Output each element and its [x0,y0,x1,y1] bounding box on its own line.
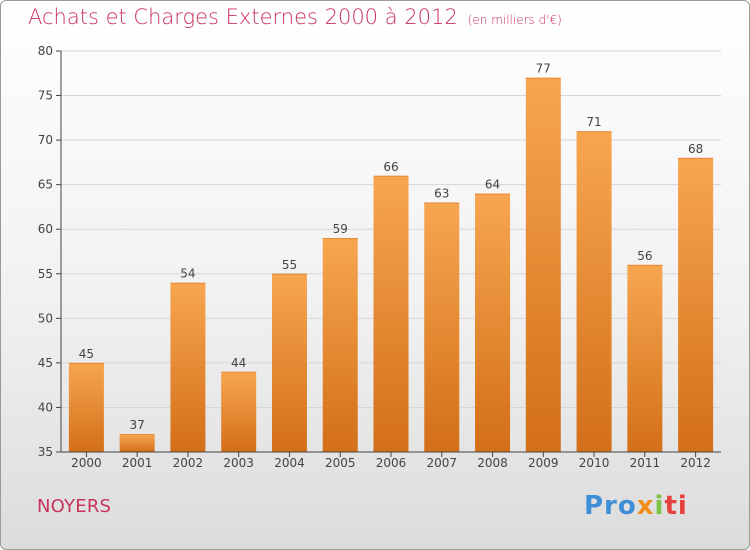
data-label: 56 [637,249,652,263]
y-tick-label: 45 [38,356,53,370]
logo-part-2: x [636,491,655,521]
data-label: 77 [536,62,551,76]
title-text: Achats et Charges Externes 2000 à 2012 [28,5,458,29]
bar [424,202,460,452]
data-label: 71 [586,115,601,129]
y-tick-label: 40 [38,400,53,414]
bar [271,273,307,452]
x-tick-label: 2002 [173,456,204,470]
data-label: 66 [383,160,398,174]
bar [322,238,358,452]
chart-title: Achats et Charges Externes 2000 à 2012 (e… [28,5,562,29]
x-tick-label: 2008 [477,456,508,470]
data-label: 68 [688,142,703,156]
x-tick-label: 2012 [680,456,711,470]
labels: 45 37 54 44 55 59 66 63 64 77 71 56 68 [79,62,704,432]
commune-name: NOYERS [37,496,112,517]
x-tick-label: 2001 [122,456,153,470]
data-label: 63 [434,186,449,200]
bar [119,434,155,452]
x-tick-label: 2003 [223,456,254,470]
bar [678,157,714,452]
data-label: 45 [79,347,94,361]
bar [170,282,206,452]
y-tick-label: 75 [38,89,53,103]
x-tick-label: 2009 [528,456,559,470]
y-tick-label: 65 [38,178,53,192]
data-label: 54 [180,267,195,281]
bar [221,371,257,452]
bar [475,193,511,453]
bar [525,77,561,452]
y-tick-label: 70 [38,133,53,147]
bar [627,264,663,452]
x-tick-label: 2005 [325,456,356,470]
logo-part-4: ti [664,491,688,521]
proxiti-logo: Proxiti [584,491,688,521]
bars [68,77,714,453]
y-tick-label: 80 [38,44,53,58]
y-tick-label: 50 [38,311,53,325]
logo-part-1: Pro [584,491,637,521]
unit-subtitle: (en milliers d'€) [467,13,562,27]
axes: 35 40 45 50 55 60 65 70 75 80 2000 2001 2002 2003 2004… [38,44,721,470]
bar [576,131,612,452]
data-label: 64 [485,178,500,192]
x-tick-label: 2011 [630,456,661,470]
data-label: 37 [130,418,145,432]
x-tick-label: 2000 [71,456,102,470]
y-tick-label: 55 [38,267,53,281]
bar [68,362,104,452]
data-label: 55 [282,258,297,272]
x-tick-label: 2007 [426,456,457,470]
y-tick-label: 35 [38,445,53,459]
x-tick-label: 2006 [376,456,407,470]
x-tick-label: 2004 [274,456,305,470]
x-tick-label: 2010 [579,456,610,470]
data-label: 59 [333,222,348,236]
y-tick-label: 60 [38,222,53,236]
data-label: 44 [231,356,246,370]
bar [373,175,409,452]
logo-part-3: i [654,491,665,521]
